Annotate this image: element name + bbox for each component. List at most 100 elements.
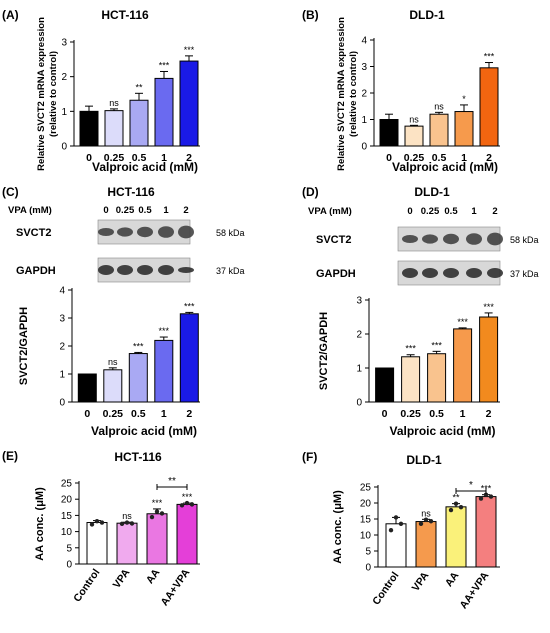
bar bbox=[77, 373, 97, 403]
x-tick-label: 0.5 bbox=[132, 152, 147, 164]
significance-label: *** bbox=[184, 45, 195, 55]
x-tick-label: 0.5 bbox=[131, 408, 146, 420]
x-tick-label: 2 bbox=[186, 408, 192, 420]
data-point bbox=[179, 503, 185, 508]
blot-row-label: GAPDH bbox=[316, 268, 356, 280]
y-tick-label: 0 bbox=[365, 563, 371, 574]
significance-label: *** bbox=[483, 302, 494, 312]
data-point bbox=[159, 511, 165, 516]
x-tick-label: VPA bbox=[410, 569, 432, 593]
x-tick-label: VPA bbox=[111, 566, 133, 590]
significance-label: *** bbox=[405, 344, 416, 354]
y-tick-label: 10 bbox=[360, 531, 372, 542]
blot-lane-label: 1 bbox=[163, 205, 169, 216]
y-tick-label: 10 bbox=[61, 527, 73, 538]
data-point bbox=[398, 521, 404, 526]
significance-label: *** bbox=[152, 498, 163, 508]
x-tick-label: Control bbox=[71, 567, 102, 605]
data-point bbox=[393, 515, 399, 520]
data-point bbox=[149, 514, 155, 520]
blot-band bbox=[422, 268, 438, 278]
x-axis-label: Valproic acid (mM) bbox=[389, 424, 495, 438]
y-axis-label: Relative SVCT2 mRNA expression bbox=[336, 17, 347, 171]
panel-b: (B) DLD-1 0 1 2 3 4 0 ns 0.25 ns 0.5 * 1 *** 2 Relative … bbox=[302, 8, 500, 174]
data-point bbox=[458, 504, 464, 510]
significance-label: * bbox=[462, 94, 466, 104]
significance-label: *** bbox=[184, 301, 195, 311]
bar bbox=[116, 522, 138, 565]
x-tick-label: 0.5 bbox=[429, 408, 444, 420]
panel-label: (D) bbox=[302, 185, 319, 199]
significance-label: *** bbox=[484, 52, 495, 62]
significance-label: *** bbox=[431, 340, 442, 350]
data-point bbox=[154, 509, 160, 514]
y-tick-label: 4 bbox=[59, 286, 65, 297]
x-tick-label: Control bbox=[370, 570, 401, 608]
bar bbox=[103, 369, 123, 403]
significance-label: ns bbox=[122, 511, 132, 521]
bar bbox=[427, 353, 447, 403]
bar bbox=[479, 316, 499, 403]
y-tick-label: 5 bbox=[365, 547, 371, 558]
significance-label: *** bbox=[159, 326, 170, 336]
y-tick-label: 0 bbox=[66, 560, 72, 571]
y-tick-label: 20 bbox=[360, 499, 372, 510]
data-point bbox=[129, 521, 135, 526]
y-tick-label: 2 bbox=[361, 89, 367, 100]
blot-row-label: SVCT2 bbox=[16, 227, 51, 239]
significance-label: ns bbox=[108, 357, 118, 367]
panel-label: (C) bbox=[2, 185, 19, 199]
blot-band bbox=[402, 268, 418, 278]
y-tick-label: 1 bbox=[61, 107, 67, 118]
blot-kda-label: 37 kDa bbox=[216, 266, 245, 276]
y-tick-label: 1 bbox=[361, 115, 367, 126]
y-axis-label: AA conc. (μM) bbox=[332, 490, 344, 564]
blot-kda-label: 37 kDa bbox=[510, 269, 539, 279]
panel-d: (D) DLD-1 VPA (mM) 0 0.25 0.5 1 2 SVCT2 58 kDa GAP… bbox=[302, 185, 539, 438]
bar bbox=[379, 119, 399, 147]
data-point bbox=[488, 494, 494, 499]
data-point bbox=[184, 500, 190, 506]
blot-band bbox=[98, 228, 114, 236]
significance-label: ns bbox=[109, 98, 119, 108]
blot-band bbox=[466, 233, 482, 245]
y-tick-label: 1 bbox=[356, 364, 362, 375]
blot-band bbox=[158, 226, 174, 238]
y-axis-label: (relative to control) bbox=[48, 51, 59, 137]
panel-f: (F) DLD-10510152025ControlnsVPA**AA***AA+… bbox=[302, 450, 500, 611]
blot-band bbox=[158, 265, 174, 275]
x-tick-label: AA+VPA bbox=[457, 569, 491, 611]
blot-band bbox=[178, 267, 194, 273]
blot-header: VPA (mM) bbox=[308, 206, 352, 217]
data-point bbox=[189, 502, 195, 507]
blot-band bbox=[117, 265, 133, 275]
data-point bbox=[448, 507, 454, 513]
bar bbox=[129, 99, 149, 147]
significance-label: ns bbox=[409, 114, 419, 124]
panel-label: (B) bbox=[302, 8, 319, 22]
bar bbox=[429, 113, 449, 147]
data-point bbox=[423, 517, 429, 522]
blot-band bbox=[487, 232, 503, 246]
x-tick-label: 0 bbox=[86, 152, 92, 164]
x-tick-label: 1 bbox=[161, 408, 167, 420]
bar bbox=[154, 77, 174, 147]
y-tick-label: 2 bbox=[59, 342, 65, 353]
y-tick-label: 1 bbox=[59, 370, 65, 381]
panel-title: HCT-116 bbox=[101, 8, 149, 22]
x-axis-label: Valproic acid (mM) bbox=[91, 424, 197, 438]
panel-label: (A) bbox=[2, 8, 19, 22]
bar bbox=[404, 125, 424, 147]
y-tick-label: 3 bbox=[61, 38, 67, 49]
panel-title: DLD-1 bbox=[406, 453, 442, 467]
x-axis-label: Valproic acid (mM) bbox=[392, 160, 498, 174]
data-point bbox=[478, 496, 484, 501]
data-point bbox=[99, 520, 105, 525]
y-axis-label: SVCT2/GAPDH bbox=[18, 307, 30, 385]
significance-label: ** bbox=[452, 493, 460, 503]
bar bbox=[415, 521, 437, 568]
blot-band bbox=[466, 268, 482, 278]
data-point bbox=[388, 528, 394, 533]
panel-label: (F) bbox=[302, 450, 317, 464]
